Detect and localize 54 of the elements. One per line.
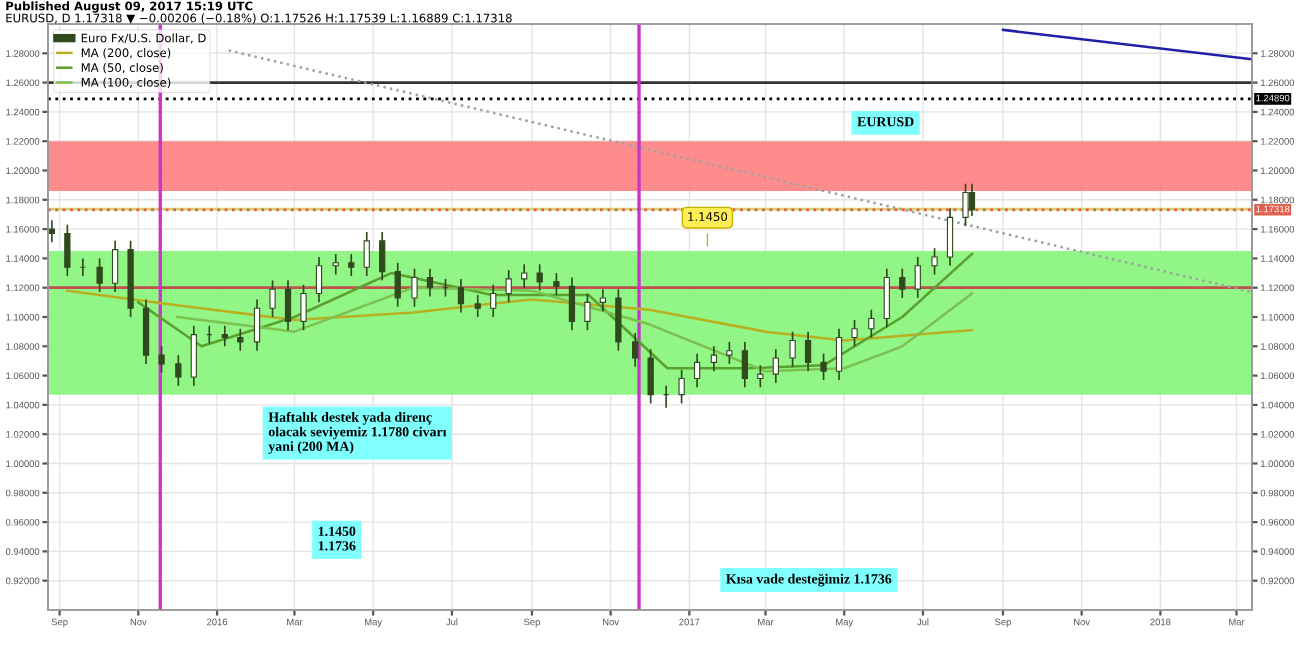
candlestick	[710, 345, 718, 373]
candlestick	[426, 267, 434, 298]
candlestick	[332, 253, 339, 276]
candlestick	[757, 364, 764, 389]
candlestick	[568, 276, 576, 332]
candlestick	[647, 348, 654, 405]
candlestick	[883, 267, 890, 329]
candlestick	[158, 345, 165, 374]
candlestick	[693, 352, 701, 389]
candlestick	[253, 298, 261, 352]
candlestick	[379, 231, 386, 282]
candlestick	[221, 324, 228, 348]
candlestick	[599, 288, 607, 312]
candlestick	[772, 348, 779, 384]
candlestick	[521, 263, 528, 289]
candlestick	[820, 352, 827, 381]
candlestick	[789, 330, 796, 368]
candlestick	[363, 231, 370, 277]
candlestick	[536, 263, 543, 292]
candlestick	[64, 223, 71, 277]
candlestick	[457, 278, 465, 314]
candlestick	[96, 257, 103, 293]
candlestick	[111, 239, 119, 293]
candlestick	[851, 319, 858, 348]
candlestick	[726, 341, 733, 365]
candlestick	[868, 308, 875, 339]
candlestick	[741, 341, 748, 389]
candlestick	[411, 267, 418, 308]
candlestick	[490, 283, 497, 318]
candlestick	[315, 256, 323, 304]
candlestick	[946, 207, 954, 267]
candlestick	[678, 368, 685, 405]
candlestick	[804, 330, 812, 373]
candlestick	[394, 261, 401, 308]
candlestick	[968, 182, 976, 217]
candlestick	[914, 256, 921, 299]
candlestick	[237, 327, 244, 352]
candlestick	[899, 267, 906, 299]
candlestick	[553, 272, 560, 296]
candlestick	[931, 247, 938, 276]
candlestick	[632, 332, 639, 368]
candlestick	[175, 354, 182, 387]
candlestick	[348, 253, 355, 277]
candlestick	[142, 298, 150, 365]
candlestick	[584, 292, 591, 332]
candlestick	[474, 294, 481, 318]
candlestick	[505, 269, 512, 304]
candlestick	[269, 279, 276, 318]
candlestick	[300, 283, 307, 332]
candlestick	[835, 327, 843, 381]
candlestick	[190, 324, 197, 387]
candlestick	[284, 279, 292, 332]
candlestick	[962, 182, 969, 228]
candlestick	[615, 288, 622, 352]
